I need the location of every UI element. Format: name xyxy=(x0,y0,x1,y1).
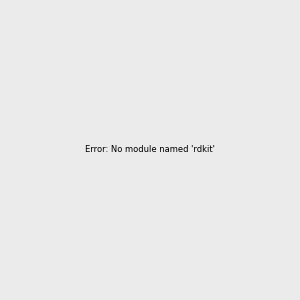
Text: Error: No module named 'rdkit': Error: No module named 'rdkit' xyxy=(85,146,215,154)
